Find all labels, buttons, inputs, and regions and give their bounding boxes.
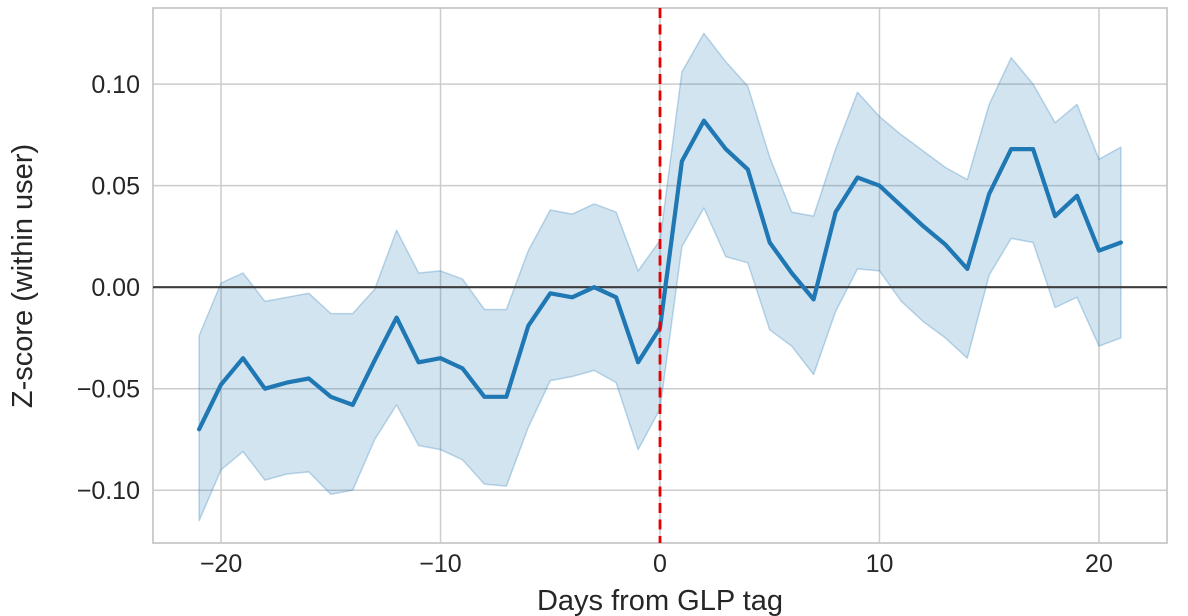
x-tick-label: 10 xyxy=(866,550,894,578)
y-axis-label: Z-score (within user) xyxy=(7,144,39,408)
plot-area: −20 −10 0 10 20 −0.10 −0.05 0.00 0.05 0.10 xyxy=(77,7,1168,578)
x-tick-label: −10 xyxy=(419,550,461,578)
y-tick-label: 0.10 xyxy=(91,71,140,99)
y-tick-label: 0.00 xyxy=(91,274,140,302)
y-tick-label: 0.05 xyxy=(91,172,140,200)
y-tick-label: −0.10 xyxy=(77,477,140,505)
x-tick-label: 20 xyxy=(1085,550,1113,578)
y-tick-label: −0.05 xyxy=(77,375,140,403)
x-tick-label: −20 xyxy=(200,550,242,578)
x-axis-label: Days from GLP tag xyxy=(537,585,783,616)
x-tick-label: 0 xyxy=(653,550,667,578)
